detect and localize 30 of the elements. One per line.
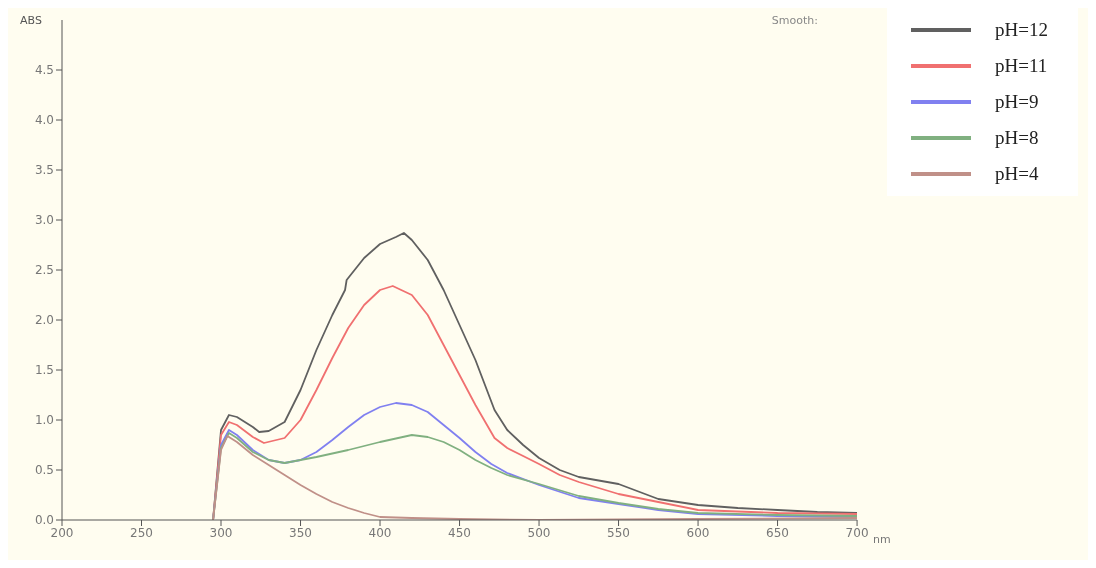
x-tick-label: 200 [50,525,74,540]
y-tick-label: 1.0 [34,413,54,428]
y-tick-label: 2.5 [34,263,54,278]
y-tick-label: 4.5 [34,63,54,78]
legend-label: pH=11 [995,54,1048,78]
x-axis-title: nm [873,532,891,546]
legend-label: pH=12 [995,18,1048,42]
legend-label: pH=9 [995,90,1039,114]
x-tick-label: 600 [686,525,710,540]
x-tick-label: 400 [368,525,392,540]
x-tick-label: 500 [527,525,551,540]
y-tick-label: 0.5 [34,463,54,478]
line-series [212,285,858,520]
x-tick-label: 650 [766,525,790,540]
legend-label: pH=4 [995,162,1039,186]
y-tick-label: 4.0 [34,113,54,128]
x-tick-label: 250 [130,525,153,540]
x-tick-label: 700 [845,525,869,540]
y-tick-label: 0.0 [34,513,54,528]
y-tick-label: 1.5 [34,363,54,378]
y-tick-label: 3.5 [34,163,54,178]
y-tick-label: 3.0 [34,213,54,228]
x-tick-label: 450 [448,525,471,540]
x-tick-label: 350 [289,525,312,540]
legend-label: pH=8 [995,126,1039,150]
x-tick-label: 550 [607,525,630,540]
annotation: Smooth: [771,14,818,27]
y-axis-title: ABS [20,13,42,27]
x-tick-label: 300 [209,525,233,540]
y-tick-label: 2.0 [34,313,54,328]
